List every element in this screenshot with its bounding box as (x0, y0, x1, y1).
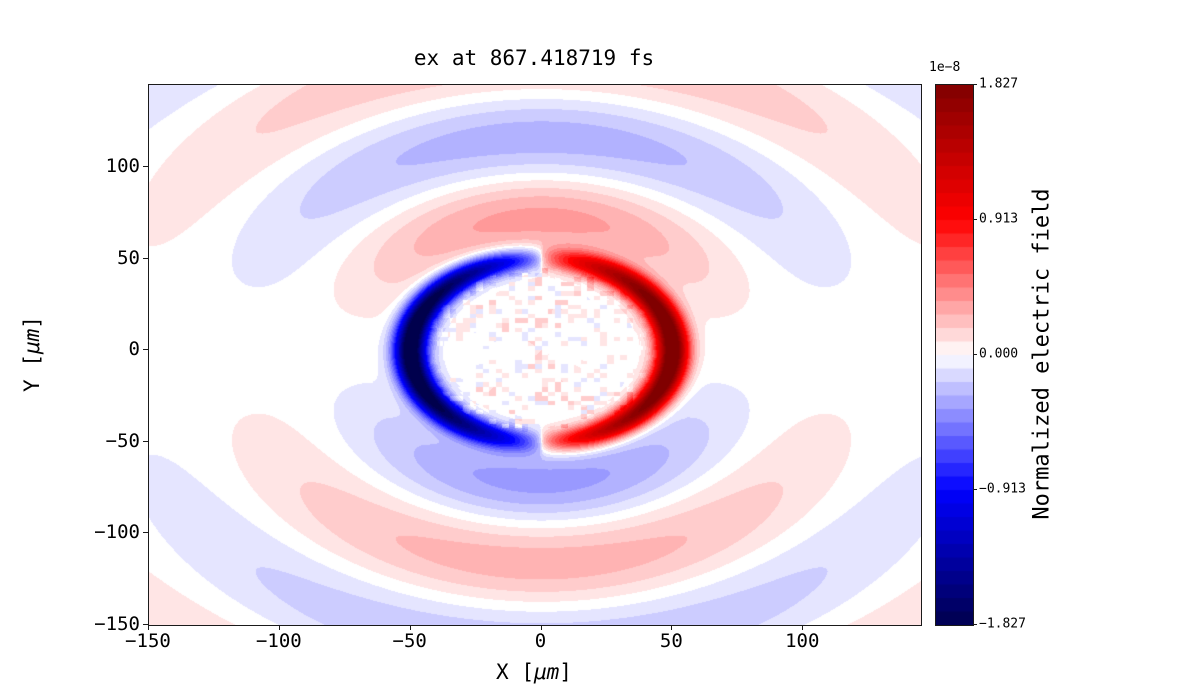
y-tick-label: 50 (117, 246, 140, 269)
colorbar-frame (935, 84, 974, 626)
colorbar-tick-label: 0.913 (979, 211, 1019, 227)
x-tick-label: 50 (659, 630, 683, 652)
heatmap-canvas (149, 85, 921, 625)
colorbar-tick-mark (973, 354, 977, 355)
y-tick-mark (143, 440, 148, 442)
x-axis-label-unit: μm (533, 660, 560, 684)
x-tick-mark (148, 625, 149, 630)
colorbar-tick-label: 0.000 (979, 346, 1019, 362)
colorbar-tick-mark (973, 624, 977, 625)
y-tick-mark (143, 624, 148, 625)
x-tick-mark (802, 625, 804, 630)
colorbar-tick-mark (973, 84, 977, 85)
x-axis-label-suffix: ] (559, 660, 572, 684)
x-tick-label: 0 (534, 630, 547, 652)
y-tick-mark (143, 166, 148, 168)
y-tick-mark (143, 349, 148, 351)
x-tick-label: 100 (785, 630, 820, 652)
y-tick-label: −50 (105, 429, 140, 452)
x-tick-label: −150 (125, 630, 171, 652)
colorbar-tick-mark (973, 219, 977, 221)
colorbar-tick-label: 1.827 (979, 76, 1019, 92)
y-tick-mark (143, 257, 148, 259)
x-tick-label: −50 (392, 630, 427, 652)
x-axis-label: X [μm] (496, 660, 572, 684)
y-axis-label: Y [μm] (20, 316, 44, 392)
x-tick-mark (278, 625, 280, 630)
y-tick-label: −100 (94, 521, 140, 544)
y-tick-label: −150 (94, 613, 140, 635)
x-tick-mark (409, 625, 411, 630)
colorbar-tick-label: −0.913 (979, 481, 1026, 497)
colorbar-canvas (936, 85, 973, 625)
x-tick-label: −100 (255, 630, 302, 652)
plot-title: ex at 867.418719 fs (413, 46, 655, 70)
colorbar-tick-label: −1.827 (979, 616, 1026, 632)
colorbar-tick-mark (973, 488, 977, 490)
y-tick-mark (143, 532, 148, 534)
x-axis-label-prefix: X [ (496, 660, 534, 684)
axes-frame (148, 84, 922, 626)
y-tick-label: 100 (105, 155, 140, 178)
colorbar-label: Normalized electric field (1029, 188, 1055, 520)
y-tick-label: 0 (128, 338, 140, 361)
colorbar-scale-factor: 1e−8 (929, 60, 961, 75)
x-tick-mark (540, 625, 542, 630)
y-axis-label-prefix: Y [ (20, 354, 44, 392)
y-axis-label-suffix: ] (20, 316, 44, 329)
x-tick-mark (671, 625, 673, 630)
y-axis-label-unit: μm (20, 328, 44, 355)
